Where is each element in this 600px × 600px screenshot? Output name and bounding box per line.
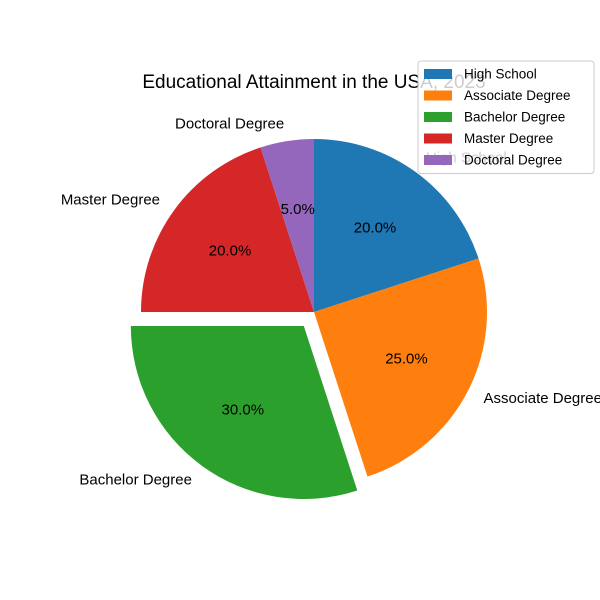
legend-swatch-bachelor-degree <box>424 112 452 122</box>
slice-label-bachelor-degree: Bachelor Degree <box>79 471 192 488</box>
legend-label-master-degree: Master Degree <box>464 131 553 146</box>
legend: High School Associate Degree Bachelor Degr… <box>417 60 595 174</box>
slice-label-doctoral-degree: Doctoral Degree <box>175 116 284 133</box>
pie-slice-doctoral-degree <box>260 139 314 312</box>
percent-label-bachelor-degree: 30.0% <box>222 401 265 418</box>
legend-swatch-doctoral-degree <box>424 155 452 165</box>
percent-label-associate-degree: 25.0% <box>385 351 428 368</box>
legend-swatch-associate-degree <box>424 90 452 101</box>
pie-slices <box>130 139 487 499</box>
percent-label-high-school: 20.0% <box>354 220 397 237</box>
percent-label-master-degree: 20.0% <box>209 242 252 259</box>
percent-label-doctoral-degree: 5.0% <box>281 201 315 218</box>
legend-box <box>417 60 595 174</box>
pie-slice-high-school <box>314 139 479 312</box>
chart-title: Educational Attainment in the USA, 2023 <box>142 72 485 93</box>
pie-slice-associate-degree <box>314 258 487 477</box>
legend-label-bachelor-degree: Bachelor Degree <box>464 110 565 125</box>
legend-swatch-master-degree <box>424 133 452 144</box>
slice-label-associate-degree: Associate Degree <box>484 390 600 407</box>
pie-slice-master-degree <box>141 147 314 312</box>
legend-label-doctoral-degree: Doctoral Degree <box>464 153 562 168</box>
legend-label-high-school: High School <box>464 67 537 82</box>
legend-swatch-high-school <box>424 69 452 79</box>
slice-label-master-degree: Master Degree <box>61 192 160 209</box>
pie-slice-bachelor-degree <box>130 325 358 499</box>
legend-label-associate-degree: Associate Degree <box>464 88 571 103</box>
